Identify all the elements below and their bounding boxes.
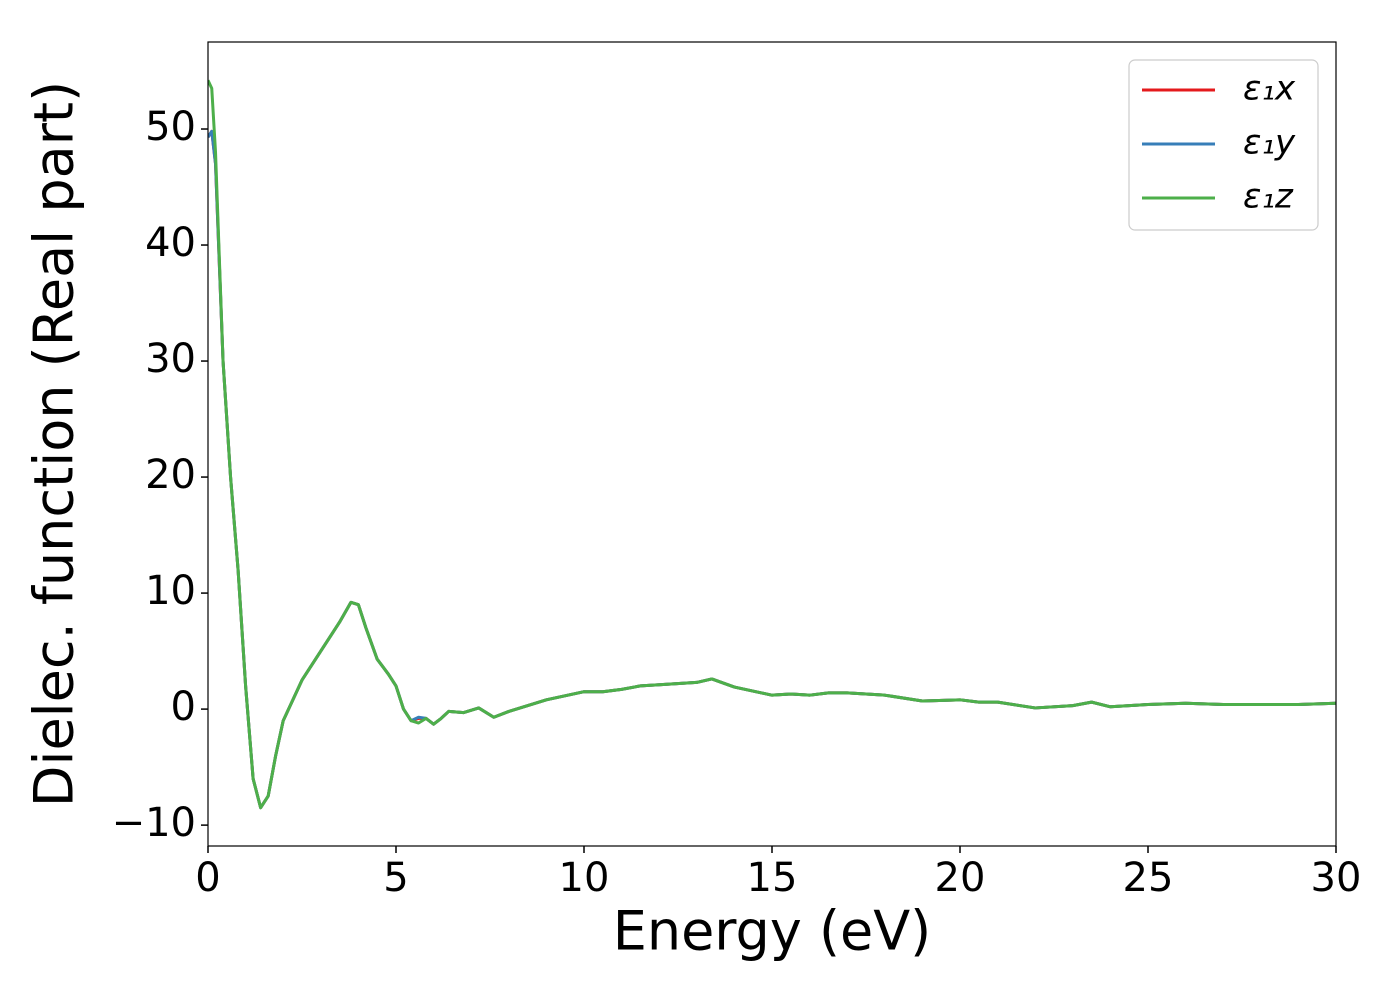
x-tick-label: 20 xyxy=(935,855,986,901)
x-tick-label: 30 xyxy=(1311,855,1362,901)
y-tick-label: 0 xyxy=(171,684,196,730)
y-tick-label: 10 xyxy=(145,568,196,614)
y-tick-label: −10 xyxy=(112,800,196,846)
legend-label: ε₁x xyxy=(1243,69,1296,109)
y-tick-label: 30 xyxy=(145,336,196,382)
y-axis-label: Dielec. function (Real part) xyxy=(23,81,86,807)
x-tick-label: 10 xyxy=(559,855,610,901)
plot-frame xyxy=(207,41,1337,847)
data-line xyxy=(208,79,1336,810)
legend-label: ε₁z xyxy=(1243,177,1294,217)
x-tick-label: 5 xyxy=(383,855,408,901)
x-tick-label: 15 xyxy=(747,855,798,901)
x-axis-label: Energy (eV) xyxy=(613,900,932,963)
x-tick-label: 25 xyxy=(1123,855,1174,901)
legend-label: ε₁y xyxy=(1243,123,1296,163)
y-tick-label: 50 xyxy=(145,104,196,150)
legend-box xyxy=(1128,59,1319,231)
x-tick-label: 0 xyxy=(195,855,220,901)
y-tick-label: 20 xyxy=(145,452,196,498)
y-tick-label: 40 xyxy=(145,220,196,266)
